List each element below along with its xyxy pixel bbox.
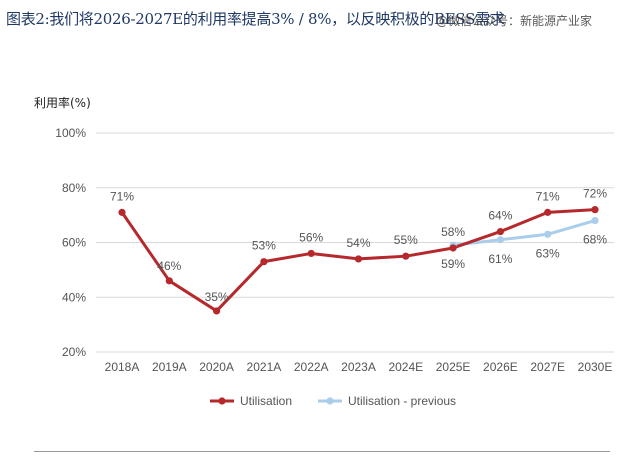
utilisation-previous-data-label: 68% xyxy=(583,233,607,247)
utilisation-data-label: 35% xyxy=(205,290,229,304)
y-tick-label: 80% xyxy=(62,181,86,195)
data-labels: 71% 46% 35% 53% 56% 54% 55% 58% 64% 71% 72% 59% 61% 6… xyxy=(110,187,607,304)
utilisation-data-label: 58% xyxy=(441,225,465,239)
x-tick-label: 2023A xyxy=(341,360,376,374)
utilisation-data-label: 46% xyxy=(157,259,181,273)
utilisation-previous-point xyxy=(497,236,504,243)
utilisation-data-label: 54% xyxy=(346,236,370,250)
x-tick-label: 2021A xyxy=(247,360,282,374)
utilisation-previous-data-label: 63% xyxy=(536,246,560,260)
x-tick-label: 2019A xyxy=(152,360,187,374)
bottom-divider xyxy=(34,451,610,452)
utilisation-point xyxy=(402,253,409,260)
utilisation-data-label: 64% xyxy=(488,209,512,223)
x-tick-label: 2022A xyxy=(294,360,329,374)
x-tick-label: 2024E xyxy=(388,360,423,374)
utilisation-point xyxy=(591,206,598,213)
utilisation-previous-point xyxy=(544,231,551,238)
x-tick-label: 2030E xyxy=(578,360,613,374)
x-tick-labels: 2018A 2019A 2020A 2021A 2022A 2023A 2024E 2025E… xyxy=(105,360,613,374)
y-tick-label: 20% xyxy=(62,345,86,359)
x-tick-label: 2018A xyxy=(105,360,140,374)
utilisation-data-label: 71% xyxy=(536,189,560,203)
x-tick-label: 2026E xyxy=(483,360,518,374)
x-tick-label: 2025E xyxy=(436,360,471,374)
utilisation-data-label: 72% xyxy=(583,187,607,201)
utilisation-point xyxy=(308,250,315,257)
utilisation-data-label: 71% xyxy=(110,189,134,203)
utilisation-previous-point xyxy=(591,217,598,224)
utilisation-point xyxy=(497,228,504,235)
utilisation-point xyxy=(450,244,457,251)
utilisation-data-label: 56% xyxy=(299,230,323,244)
utilisation-point xyxy=(355,255,362,262)
legend-utilisation-previous-swatch-marker xyxy=(326,397,333,404)
utilisation-point xyxy=(544,209,551,216)
y-tick-labels: 20% 40% 60% 80% 100% xyxy=(55,126,86,359)
legend: Utilisation Utilisation - previous xyxy=(210,394,456,408)
utilisation-point xyxy=(213,307,220,314)
utilisation-data-label: 55% xyxy=(394,233,418,247)
x-tick-label: 2027E xyxy=(530,360,565,374)
legend-utilisation-previous-label: Utilisation - previous xyxy=(348,394,456,408)
utilisation-line-chart: 20% 40% 60% 80% 100% 2018A 2019A 2020A 2021A 202… xyxy=(0,0,618,456)
utilisation-data-label: 53% xyxy=(252,239,276,253)
y-tick-label: 60% xyxy=(62,236,86,250)
x-tick-label: 2020A xyxy=(199,360,234,374)
utilisation-point xyxy=(166,277,173,284)
utilisation-previous-data-label: 61% xyxy=(488,252,512,266)
y-tick-label: 100% xyxy=(55,126,86,140)
utilisation-point xyxy=(260,258,267,265)
legend-utilisation-label: Utilisation xyxy=(240,394,292,408)
y-tick-label: 40% xyxy=(62,290,86,304)
utilisation-point xyxy=(118,209,125,216)
legend-utilisation-swatch-marker xyxy=(218,397,225,404)
utilisation-previous-data-label: 59% xyxy=(441,257,465,271)
